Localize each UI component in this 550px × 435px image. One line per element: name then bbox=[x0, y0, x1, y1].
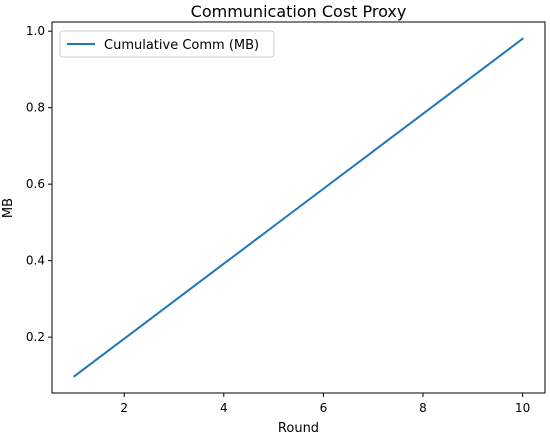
y-tick-label: 0.6 bbox=[26, 177, 45, 191]
y-tick-label: 0.2 bbox=[26, 330, 45, 344]
series-line-0 bbox=[73, 37, 524, 378]
x-axis-ticks: 2 4 6 8 10 bbox=[120, 393, 530, 415]
y-tick-label: 0.8 bbox=[26, 101, 45, 115]
legend-label: Cumulative Comm (MB) bbox=[104, 38, 259, 53]
y-tick-label: 1.0 bbox=[26, 24, 45, 38]
y-axis-ticks: 0.2 0.4 0.6 0.8 1.0 bbox=[26, 24, 52, 344]
legend-box bbox=[59, 30, 275, 58]
y-tick-label: 0.4 bbox=[26, 254, 45, 268]
chart-title: Communication Cost Proxy bbox=[191, 2, 407, 21]
x-axis-label: Round bbox=[278, 421, 319, 435]
series-layer bbox=[73, 37, 524, 378]
y-axis-label: MB bbox=[1, 198, 16, 218]
legend: Cumulative Comm (MB) bbox=[59, 30, 275, 58]
x-tick-label: 4 bbox=[220, 401, 228, 415]
x-tick-label: 6 bbox=[320, 401, 328, 415]
x-tick-label: 10 bbox=[515, 401, 530, 415]
x-tick-label: 8 bbox=[419, 401, 427, 415]
plot-area-frame bbox=[51, 21, 546, 394]
x-tick-label: 2 bbox=[120, 401, 128, 415]
